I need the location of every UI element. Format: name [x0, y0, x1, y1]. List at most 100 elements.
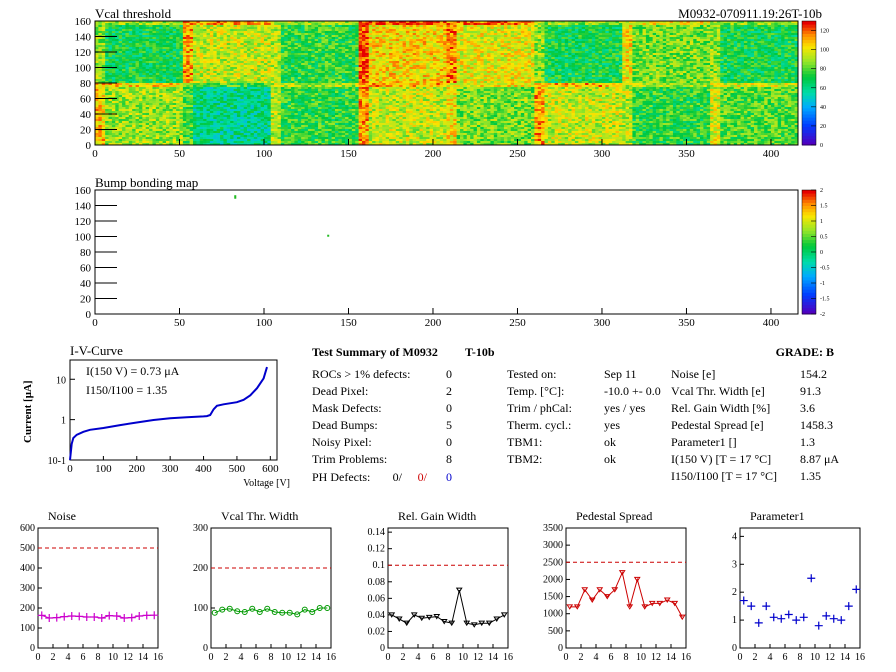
vcal-cell: [145, 33, 150, 36]
vcal-cell: [659, 61, 664, 64]
vcal-cell: [253, 67, 258, 70]
vcal-cell: [247, 39, 251, 42]
vcal-cell: [122, 55, 126, 58]
vcal-cell: [743, 31, 748, 34]
vcal-cell: [287, 65, 292, 68]
vcal-cell: [473, 39, 478, 42]
vcal-cell: [399, 55, 403, 58]
vcal-cell: [686, 33, 691, 36]
vcal-cell: [595, 33, 599, 36]
vcal-cell: [686, 65, 691, 68]
vcal-cell: [483, 31, 488, 34]
vcal-cell: [182, 47, 187, 50]
vcal-cell: [591, 57, 596, 60]
vcal-cell: [341, 39, 346, 42]
vcal-cell: [767, 45, 772, 48]
vcal-cell: [257, 33, 261, 36]
vcal-cell: [223, 65, 228, 68]
vcal-cell: [686, 25, 691, 28]
vcal-cell: [659, 43, 664, 46]
vcal-cell: [399, 59, 403, 62]
vcal-cell: [125, 53, 130, 56]
vcal-cell: [666, 51, 670, 54]
vcal-cell: [422, 25, 427, 28]
vcal-cell: [250, 35, 255, 38]
vcal-cell: [368, 55, 373, 58]
vcal-cell: [236, 53, 241, 56]
vcal-cell: [764, 33, 768, 36]
vcal-cell: [676, 61, 681, 64]
vcal-cell: [456, 39, 461, 42]
vcal-cell: [652, 57, 657, 60]
vcal-cell: [368, 37, 373, 40]
vcal-cell: [284, 67, 288, 70]
vcal-cell: [236, 31, 241, 34]
vcal-cell: [351, 51, 356, 54]
vcal-cell: [622, 67, 626, 70]
vcal-cell: [196, 43, 201, 46]
vcal-cell: [460, 51, 464, 54]
vcal-cell: [743, 45, 748, 48]
vcal-cell: [182, 29, 187, 32]
vcal-cell: [98, 37, 103, 40]
vcal-cell: [439, 51, 444, 54]
vcal-cell: [132, 47, 136, 50]
vcal-cell: [463, 57, 468, 60]
vcal-cell: [716, 33, 721, 36]
vcal-cell: [652, 63, 657, 66]
vcal-cell: [787, 21, 792, 24]
vcal-cell: [392, 41, 397, 44]
vcal-cell: [642, 41, 647, 44]
module-id-title: M0932-070911.19:26T-10b: [678, 6, 822, 21]
vcal-cell: [588, 63, 593, 66]
vcal-cell: [351, 63, 356, 66]
vcal-cell: [226, 39, 231, 42]
vcal-cell: [328, 31, 332, 34]
vcal-cell: [209, 55, 214, 58]
vcal-cell: [578, 29, 582, 32]
vcal-cell: [206, 51, 211, 54]
vcal-cell: [375, 35, 380, 38]
vcal-cell: [669, 37, 674, 40]
vcal-cell: [216, 65, 221, 68]
vcal-cell: [784, 59, 789, 62]
vcal-cell: [135, 31, 140, 34]
vcal-cell: [429, 37, 434, 40]
vcal-cell: [760, 53, 765, 56]
vcal-cell: [666, 43, 670, 46]
vcal-cell: [581, 23, 586, 26]
vcal-cell: [135, 23, 140, 26]
vcal-cell: [696, 35, 701, 38]
vcal-cell: [176, 29, 180, 32]
vcal-cell: [727, 65, 731, 68]
vcal-cell: [260, 65, 265, 68]
vcal-cell: [169, 47, 174, 50]
vcal-cell: [122, 53, 126, 56]
vcal-cell: [382, 35, 386, 38]
vcal-cell: [510, 25, 515, 28]
vcal-cell: [466, 61, 471, 64]
vcal-cell: [409, 43, 413, 46]
vcal-cell: [595, 51, 599, 54]
vcal-cell: [355, 49, 359, 52]
vcal-cell: [649, 65, 653, 68]
vcal-cell: [510, 43, 515, 46]
vcal-cell: [740, 31, 745, 34]
vcal-cell: [152, 55, 157, 58]
vcal-cell: [328, 55, 332, 58]
vcal-cell: [432, 57, 437, 60]
vcal-cell: [145, 35, 150, 38]
vcal-cell: [230, 25, 234, 28]
vcal-cell: [95, 33, 99, 36]
vcal-cell: [365, 23, 370, 26]
vcal-cell: [250, 51, 255, 54]
vcal-cell: [585, 33, 589, 36]
vcal-cell: [149, 47, 153, 50]
vcal-cell: [473, 51, 478, 54]
vcal-cell: [405, 27, 410, 30]
vcal-cell: [230, 65, 234, 68]
vcal-cell: [324, 63, 329, 66]
vcal-cell: [473, 43, 478, 46]
vcal-cell: [500, 65, 505, 68]
vcal-cell: [683, 27, 687, 30]
